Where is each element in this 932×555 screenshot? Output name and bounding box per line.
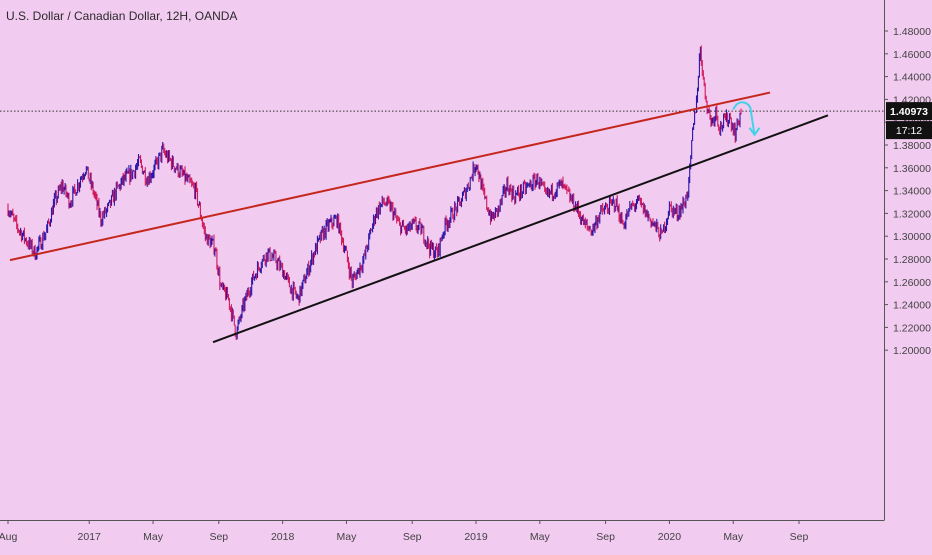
x-tick-label: May — [530, 531, 551, 543]
y-tick-label: 1.38000 — [893, 140, 931, 152]
countdown-badge — [886, 121, 932, 140]
y-tick-label: 1.48000 — [893, 26, 931, 38]
chart-title: U.S. Dollar / Canadian Dollar, 12H, OAND… — [6, 9, 238, 23]
y-tick-label: 1.32000 — [893, 208, 931, 220]
x-tick-label: 2018 — [271, 531, 295, 543]
x-tick-label: Sep — [403, 531, 422, 543]
annotation-arrow[interactable] — [732, 101, 756, 135]
y-tick-label: 1.46000 — [893, 49, 931, 61]
y-tick-label: 1.28000 — [893, 254, 931, 266]
x-tick-label: 2019 — [464, 531, 488, 543]
y-tick-label: 1.24000 — [893, 300, 931, 312]
y-tick-label: 1.44000 — [893, 72, 931, 84]
x-tick-label: May — [723, 531, 744, 543]
x-tick-label: Sep — [790, 531, 809, 543]
x-tick-label: 2020 — [658, 531, 682, 543]
current-price-badge — [886, 102, 932, 121]
x-tick-label: Sep — [596, 531, 615, 543]
current-price-label: 1.40973 — [890, 106, 928, 118]
x-tick-label: Aug — [0, 531, 17, 543]
arrowhead-icon — [748, 127, 761, 137]
y-tick-label: 1.36000 — [893, 163, 931, 175]
x-tick-label: May — [143, 531, 164, 543]
x-tick-label: Sep — [209, 531, 228, 543]
y-tick-label: 1.20000 — [893, 345, 931, 357]
y-tick-label: 1.22000 — [893, 322, 931, 334]
countdown-label: 17:12 — [896, 125, 922, 137]
trendline-resistance[interactable] — [9, 91, 771, 262]
trendline-support[interactable] — [212, 114, 829, 344]
y-tick-label: 1.30000 — [893, 231, 931, 243]
x-tick-label: 2017 — [78, 531, 102, 543]
y-tick-label: 1.34000 — [893, 186, 931, 198]
x-tick-label: May — [337, 531, 358, 543]
y-tick-label: 1.26000 — [893, 277, 931, 289]
